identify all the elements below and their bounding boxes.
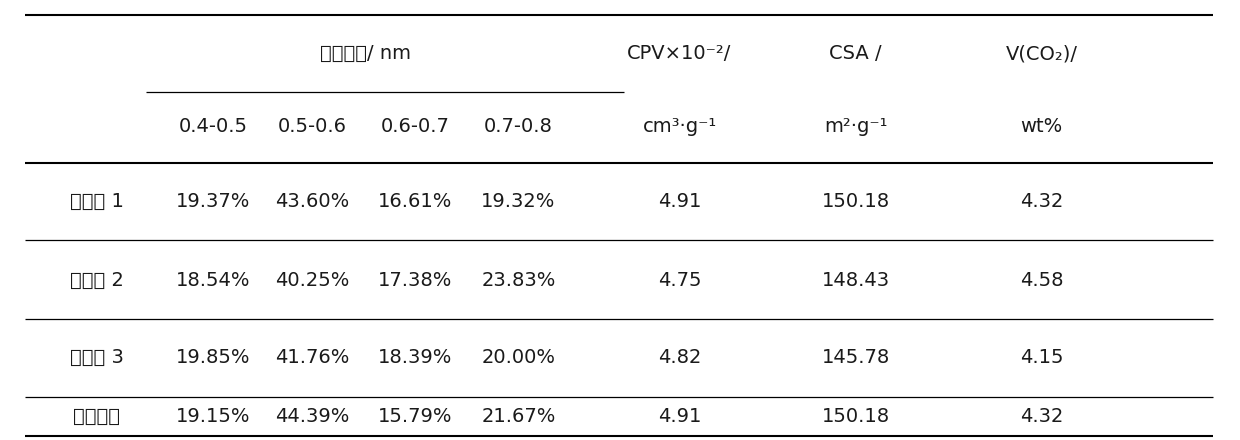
Text: 孔径分布/ nm: 孔径分布/ nm: [320, 44, 412, 63]
Text: 19.32%: 19.32%: [481, 192, 556, 211]
Text: 20.00%: 20.00%: [481, 348, 556, 367]
Text: 4.32: 4.32: [1021, 407, 1063, 426]
Text: 4.91: 4.91: [658, 192, 701, 211]
Text: 4.58: 4.58: [1019, 271, 1064, 290]
Text: wt%: wt%: [1021, 117, 1063, 136]
Text: 15.79%: 15.79%: [378, 407, 453, 426]
Text: 4.32: 4.32: [1021, 192, 1063, 211]
Text: 16.61%: 16.61%: [378, 192, 453, 211]
Text: 19.37%: 19.37%: [176, 192, 250, 211]
Text: cm³·g⁻¹: cm³·g⁻¹: [642, 117, 717, 136]
Text: 0.7-0.8: 0.7-0.8: [484, 117, 553, 136]
Text: 4.91: 4.91: [658, 407, 701, 426]
Text: 23.83%: 23.83%: [481, 271, 556, 290]
Text: CPV×10⁻²/: CPV×10⁻²/: [627, 44, 732, 63]
Text: 17.38%: 17.38%: [378, 271, 453, 290]
Text: 0.5-0.6: 0.5-0.6: [278, 117, 347, 136]
Text: 4.15: 4.15: [1019, 348, 1064, 367]
Text: 4.82: 4.82: [658, 348, 701, 367]
Text: CSA /: CSA /: [830, 44, 882, 63]
Text: V(CO₂)/: V(CO₂)/: [1006, 44, 1078, 63]
Text: 150.18: 150.18: [822, 192, 889, 211]
Text: m²·g⁻¹: m²·g⁻¹: [823, 117, 888, 136]
Text: 19.15%: 19.15%: [176, 407, 250, 426]
Text: 148.43: 148.43: [822, 271, 889, 290]
Text: 21.67%: 21.67%: [481, 407, 556, 426]
Text: 0.6-0.7: 0.6-0.7: [381, 117, 450, 136]
Text: 43.60%: 43.60%: [275, 192, 350, 211]
Text: 41.76%: 41.76%: [275, 348, 350, 367]
Text: 150.18: 150.18: [822, 407, 889, 426]
Text: 18.39%: 18.39%: [378, 348, 453, 367]
Text: 实施例 2: 实施例 2: [69, 271, 124, 290]
Text: 44.39%: 44.39%: [275, 407, 350, 426]
Text: 0.4-0.5: 0.4-0.5: [179, 117, 248, 136]
Text: 145.78: 145.78: [821, 348, 890, 367]
Text: 实施例 3: 实施例 3: [69, 348, 124, 367]
Text: 4.75: 4.75: [657, 271, 702, 290]
Text: 19.85%: 19.85%: [176, 348, 250, 367]
Text: 对比样品: 对比样品: [73, 407, 120, 426]
Text: 实施例 1: 实施例 1: [69, 192, 124, 211]
Text: 18.54%: 18.54%: [176, 271, 250, 290]
Text: 40.25%: 40.25%: [275, 271, 350, 290]
